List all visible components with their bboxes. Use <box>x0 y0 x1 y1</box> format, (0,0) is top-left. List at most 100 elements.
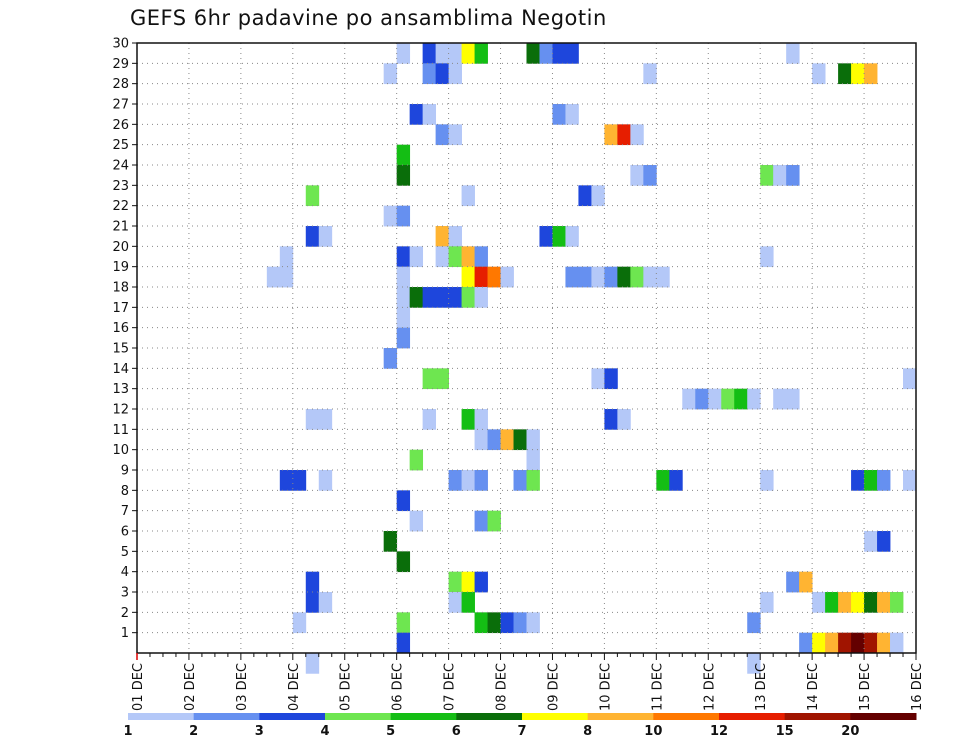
colorbar-segment <box>653 713 720 720</box>
heatmap-cell <box>487 429 501 451</box>
heatmap-cell <box>734 388 748 410</box>
heatmap-cell <box>422 104 437 125</box>
colorbar-tick-label: 12 <box>710 724 728 739</box>
heatmap-cell <box>565 266 579 288</box>
heatmap-cell <box>526 429 540 451</box>
heatmap-cell <box>604 124 618 146</box>
heatmap-cell <box>565 43 579 64</box>
heatmap-cell <box>409 104 424 125</box>
heatmap-cell <box>422 287 437 308</box>
heatmap-cell <box>851 470 865 491</box>
plot-frame <box>136 42 917 654</box>
heatmap-cell <box>656 470 670 491</box>
heatmap-cell <box>721 388 735 410</box>
chart-title: GEFS 6hr padavine po ansamblima Negotin <box>130 6 607 30</box>
x-tick-label: 03 DEC <box>235 663 250 711</box>
heatmap-cell <box>591 368 605 390</box>
heatmap-cell <box>786 43 800 64</box>
colorbar-tick-label: 6 <box>452 724 461 739</box>
heatmap-cell <box>877 470 891 491</box>
heatmap-cell <box>448 246 462 268</box>
heatmap-cell <box>773 388 787 410</box>
y-tick-label: 17 <box>112 301 129 316</box>
colorbar-segment <box>587 713 654 720</box>
heatmap-cell <box>890 632 904 654</box>
heatmap-cell <box>474 429 488 451</box>
heatmap-cell <box>409 449 424 471</box>
colorbar: 1 2 3 4 5 6 7 8 10 12 15 20 <box>123 713 917 739</box>
colorbar-tick-label: 8 <box>583 724 592 739</box>
x-tick-label: 07 DEC <box>443 663 458 711</box>
heatmap-cell <box>305 185 320 207</box>
heatmap-cell <box>578 185 592 207</box>
colorbar-segment <box>325 713 392 720</box>
heatmap-cell <box>461 266 475 288</box>
colorbar-segment <box>128 713 195 720</box>
y-tick-label: 8 <box>121 484 129 499</box>
heatmap-cell <box>396 632 411 654</box>
heatmap-cell <box>864 632 878 654</box>
colorbar-segment <box>259 713 326 720</box>
heatmap-cell <box>396 266 411 288</box>
colorbar-segment <box>719 713 786 720</box>
heatmap-cell <box>500 266 514 288</box>
heatmap-cell <box>305 226 320 247</box>
y-tick-label: 24 <box>112 159 129 174</box>
heatmap-cells <box>266 43 917 674</box>
heatmap-cell <box>539 226 553 247</box>
y-tick-label: 9 <box>121 464 129 479</box>
heatmap-cell <box>266 266 281 288</box>
heatmap-cell <box>604 368 618 390</box>
heatmap-cell <box>760 592 774 613</box>
heatmap-cell <box>435 43 449 64</box>
heatmap-cell <box>474 287 488 308</box>
heatmap-cell <box>396 551 411 573</box>
x-axis: 01 DEC 02 DEC 03 DEC 04 DEC 05 DEC 06 DEC 07 D… <box>131 653 925 711</box>
heatmap-cell <box>279 266 294 288</box>
heatmap-cell <box>552 43 566 64</box>
heatmap-cell <box>760 165 774 186</box>
heatmap-cell <box>396 144 411 166</box>
heatmap-cell <box>474 510 488 532</box>
heatmap-cell <box>760 246 774 268</box>
heatmap-cell <box>448 571 462 593</box>
y-tick-label: 28 <box>112 77 129 92</box>
heatmap-cell <box>396 43 411 64</box>
heatmap-cell <box>474 43 488 64</box>
heatmap-cell <box>435 287 449 308</box>
heatmap-cell <box>448 287 462 308</box>
heatmap-cell <box>708 388 722 410</box>
heatmap-cell <box>565 104 579 125</box>
heatmap-cell <box>448 124 462 146</box>
heatmap-cell <box>461 592 475 613</box>
heatmap-cell <box>435 246 449 268</box>
heatmap-cell <box>461 43 475 64</box>
heatmap-cell <box>552 226 566 247</box>
y-axis: 1234567891011121314151617181920212223242… <box>112 37 137 641</box>
heatmap-cell <box>422 368 437 390</box>
heatmap-cell <box>279 246 294 268</box>
heatmap-cell <box>422 43 437 64</box>
x-tick-label: 02 DEC <box>183 663 198 711</box>
y-tick-label: 7 <box>121 504 129 519</box>
heatmap-cell <box>877 531 891 552</box>
heatmap-cell <box>812 592 826 613</box>
y-tick-label: 6 <box>121 525 129 540</box>
colorbar-tick-label: 10 <box>644 724 662 739</box>
heatmap-cell <box>396 287 411 308</box>
x-tick-label: 10 DEC <box>598 663 613 711</box>
heatmap-cell <box>526 470 540 491</box>
heatmap-cell <box>838 632 852 654</box>
heatmap-cell <box>773 165 787 186</box>
x-tick-label: 04 DEC <box>287 663 302 711</box>
x-tick-label: 12 DEC <box>702 663 717 711</box>
heatmap-cell <box>396 612 411 634</box>
colorbar-tick-label: 2 <box>189 724 198 739</box>
heatmap-cell <box>604 409 618 430</box>
heatmap-cell <box>448 63 462 85</box>
heatmap-cell <box>318 470 333 491</box>
heatmap-cell <box>903 470 917 491</box>
colorbar-segment <box>522 713 589 720</box>
heatmap-cell <box>396 165 411 186</box>
heatmap-cell <box>383 348 398 369</box>
